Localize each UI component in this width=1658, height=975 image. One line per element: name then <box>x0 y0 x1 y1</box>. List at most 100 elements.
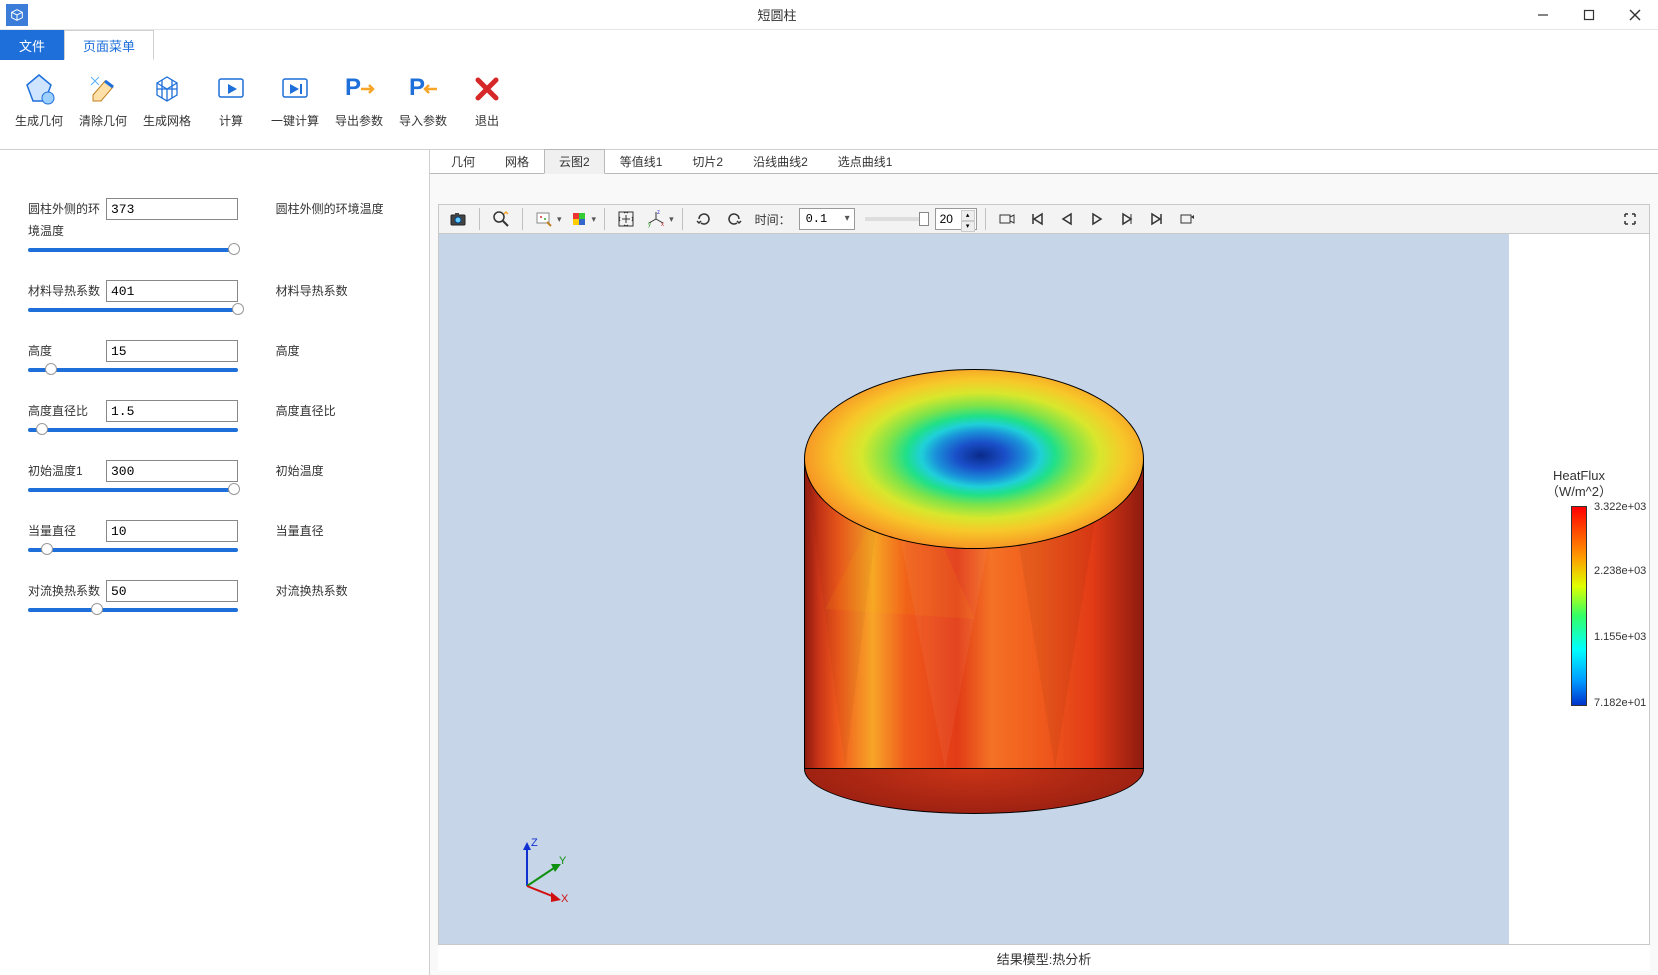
time-value: 0.1 <box>806 212 828 226</box>
param-slider[interactable] <box>28 428 238 432</box>
next-frame-button[interactable] <box>1114 207 1140 231</box>
gen-geom-button[interactable]: 生成几何 <box>8 64 70 146</box>
param-label: 对流换热系数 <box>28 580 106 602</box>
one-click-label: 一键计算 <box>271 112 319 129</box>
export-param-icon: P <box>340 70 378 108</box>
frame-spin[interactable]: 20▴▾ <box>935 208 977 230</box>
param-input[interactable] <box>106 340 238 362</box>
param-slider[interactable] <box>28 488 238 492</box>
axis-z-label: Z <box>531 837 538 849</box>
view-tab-6[interactable]: 选点曲线1 <box>823 149 908 174</box>
model-caption: 结果模型:热分析 <box>438 945 1650 971</box>
param-input[interactable] <box>106 580 238 602</box>
clear-geom-button[interactable]: 清除几何 <box>72 64 134 146</box>
param-row-6: 对流换热系数对流换热系数 <box>28 580 409 612</box>
gen-mesh-icon <box>148 70 186 108</box>
maximize-button[interactable] <box>1566 0 1612 30</box>
time-slider[interactable] <box>865 217 925 221</box>
view-tab-2[interactable]: 云图2 <box>544 149 605 174</box>
cylinder-model <box>804 369 1144 809</box>
param-input[interactable] <box>106 460 238 482</box>
gen-geom-icon <box>20 70 58 108</box>
clear-geom-icon <box>84 70 122 108</box>
legend-title-text: HeatFlux <box>1546 468 1612 484</box>
tab-page-menu[interactable]: 页面菜单 <box>64 30 154 60</box>
import-param-label: 导入参数 <box>399 112 447 129</box>
time-combo[interactable]: 0.1 <box>799 208 855 230</box>
last-frame-button[interactable] <box>1144 207 1170 231</box>
param-input[interactable] <box>106 198 238 220</box>
view-tab-0[interactable]: 几何 <box>436 149 490 174</box>
tab-file[interactable]: 文件 <box>0 30 64 60</box>
view-tab-5[interactable]: 沿线曲线2 <box>738 149 823 174</box>
legend-max: 3.322e+03 <box>1594 501 1646 513</box>
export-param-button[interactable]: P 导出参数 <box>328 64 390 146</box>
param-slider[interactable] <box>28 248 238 252</box>
param-input[interactable] <box>106 280 238 302</box>
snapshot-button[interactable] <box>445 207 471 231</box>
param-slider[interactable] <box>28 548 238 552</box>
fit-view-button[interactable] <box>613 207 639 231</box>
svg-text:z: z <box>657 210 660 216</box>
viewer-body: ▾ ▾ zxy ▾ 时间： 0.1 20▴▾ <box>430 174 1658 975</box>
param-row-1: 材料导热系数 材料导热系数 <box>28 280 409 312</box>
view-tab-3[interactable]: 等值线1 <box>605 149 678 174</box>
gen-geom-label: 生成几何 <box>15 112 63 129</box>
frame-count: 20 <box>940 212 953 226</box>
exit-button[interactable]: 退出 <box>456 64 518 146</box>
exit-label: 退出 <box>475 112 499 129</box>
main-area: 圆柱外侧的环境温度圆柱外侧的环境温度材料导热系数材料导热系数高度高度高度直径比高… <box>0 150 1658 975</box>
svg-text:P: P <box>345 74 361 101</box>
legend-unit: （W/m^2） <box>1546 484 1612 500</box>
param-slider[interactable] <box>28 308 238 312</box>
axis-view-button[interactable]: zxy <box>643 207 669 231</box>
param-desc: 初始温度 <box>276 460 409 479</box>
minimize-button[interactable] <box>1520 0 1566 30</box>
compute-button[interactable]: 计算 <box>200 64 262 146</box>
legend-q2: 1.155e+03 <box>1594 631 1646 643</box>
param-desc: 圆柱外侧的环境温度 <box>276 198 409 217</box>
record-button[interactable] <box>994 207 1020 231</box>
legend-q3: 2.238e+03 <box>1594 565 1646 577</box>
legend-min: 7.182e+01 <box>1594 697 1646 709</box>
param-label: 材料导热系数 <box>28 280 106 302</box>
import-param-button[interactable]: P 导入参数 <box>392 64 454 146</box>
ribbon-tabs: 文件 页面菜单 <box>0 30 1658 60</box>
param-row-3: 高度直径比高度直径比 <box>28 400 409 432</box>
play-button[interactable] <box>1084 207 1110 231</box>
param-desc: 材料导热系数 <box>276 280 409 299</box>
3d-canvas[interactable]: Z Y X <box>439 234 1509 944</box>
close-button[interactable] <box>1612 0 1658 30</box>
view-tab-4[interactable]: 切片2 <box>677 149 738 174</box>
color-cube-button[interactable] <box>566 207 592 231</box>
rotate-cw-button[interactable] <box>691 207 717 231</box>
view-tab-1[interactable]: 网格 <box>490 149 544 174</box>
axis-y-label: Y <box>559 855 567 867</box>
exit-icon <box>468 70 506 108</box>
param-slider[interactable] <box>28 608 238 612</box>
view-toolbar: ▾ ▾ zxy ▾ 时间： 0.1 20▴▾ <box>438 204 1650 234</box>
param-label: 高度 <box>28 340 106 362</box>
svg-text:x: x <box>661 222 664 228</box>
prev-frame-button[interactable] <box>1054 207 1080 231</box>
gen-mesh-button[interactable]: 生成网格 <box>136 64 198 146</box>
rotate-ccw-button[interactable] <box>721 207 747 231</box>
compute-icon <box>212 70 250 108</box>
paint-button[interactable] <box>531 207 557 231</box>
param-label: 圆柱外侧的环境温度 <box>28 198 106 242</box>
parameter-panel: 圆柱外侧的环境温度圆柱外侧的环境温度材料导热系数材料导热系数高度高度高度直径比高… <box>0 150 430 975</box>
loop-button[interactable] <box>1174 207 1200 231</box>
param-slider[interactable] <box>28 368 238 372</box>
param-input[interactable] <box>106 520 238 542</box>
zoom-button[interactable] <box>488 207 514 231</box>
expand-button[interactable] <box>1617 207 1643 231</box>
first-frame-button[interactable] <box>1024 207 1050 231</box>
one-click-compute-button[interactable]: 一键计算 <box>264 64 326 146</box>
legend-title: HeatFlux （W/m^2） <box>1546 468 1612 500</box>
param-row-4: 初始温度1初始温度 <box>28 460 409 492</box>
time-label: 时间： <box>755 211 791 228</box>
svg-text:P: P <box>409 74 425 101</box>
param-input[interactable] <box>106 400 238 422</box>
axis-triad: Z Y X <box>509 834 579 904</box>
window-title: 短圆柱 <box>34 5 1520 24</box>
